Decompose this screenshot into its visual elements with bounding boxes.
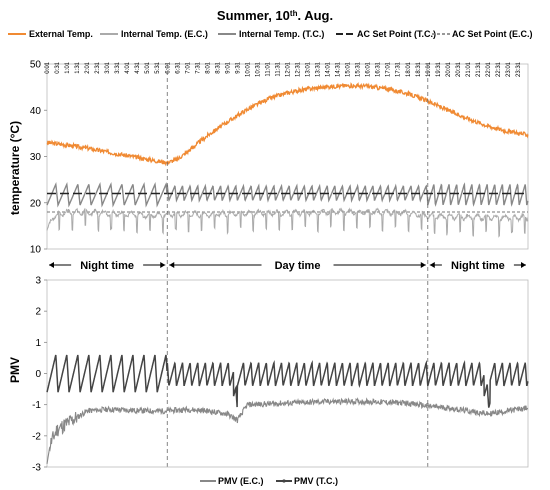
x-tick-label: 21:31: [476, 61, 482, 77]
x-tick-label: 22:31: [496, 61, 502, 77]
x-tick-label: 15:01: [346, 61, 352, 77]
x-tick-label: 3:31: [115, 61, 121, 73]
y-axis-label-temperature: temperature (°C): [8, 121, 22, 215]
legend-marker-pmv-tc: [282, 479, 286, 483]
x-tick-label: 6:31: [175, 61, 181, 73]
x-tick-label: 3:01: [105, 61, 111, 73]
x-tick-label: 4:01: [125, 61, 131, 73]
legend-label-pmv-tc: PMV (T.C.): [294, 476, 338, 486]
x-tick-label: 13:31: [316, 61, 322, 77]
legend-top: External Temp. Internal Temp. (E.C.) Int…: [8, 29, 533, 39]
legend-bottom: PMV (E.C.) PMV (T.C.): [200, 476, 338, 486]
x-tick-label: 19:31: [436, 61, 442, 77]
period-label-bg: [71, 257, 144, 273]
y-tick-label: 2: [35, 307, 41, 318]
legend-label-internal-ec: Internal Temp. (E.C.): [121, 29, 208, 39]
x-tick-label: 8:31: [215, 61, 221, 73]
x-tick-label: 4:31: [135, 61, 141, 73]
temperature-panel: 50 40 30 20 10 0:01 0:31 1:01 1:31 2:01 2:31 3:01 3:…: [30, 60, 529, 256]
x-tick-label: 21:01: [466, 61, 472, 77]
period-arrowhead-left: [169, 262, 175, 268]
y-tick-label: 1: [35, 338, 41, 349]
x-tick-label: 20:01: [446, 61, 452, 77]
x-tick-label: 22:01: [486, 61, 492, 77]
y-tick-label: 30: [30, 152, 42, 163]
series-line-pmv-ec: [46, 397, 528, 464]
x-tick-label: 23:31: [516, 61, 522, 77]
x-tick-label: 18:31: [416, 61, 422, 77]
period-arrowhead-right: [160, 262, 166, 268]
x-tick-label: 7:31: [195, 61, 201, 73]
x-tick-label: 15:31: [356, 61, 362, 77]
x-tick-label: 19:01: [426, 61, 432, 77]
y-tick-label: 20: [30, 198, 42, 209]
x-tick-label: 12:01: [286, 61, 292, 77]
series-line-external: [46, 81, 529, 167]
period-band: Night time Day time Night time: [49, 64, 526, 467]
legend-label-ac-tc: AC Set Point (T.C.): [357, 29, 436, 39]
x-tick-label: 18:01: [406, 61, 412, 77]
series-line-internal-tc: [46, 181, 529, 208]
pmv-plot-frame: [46, 279, 529, 468]
x-tick-label: 0:31: [55, 61, 61, 73]
y-tick-label: -3: [32, 463, 41, 474]
x-tick-label: 11:31: [275, 61, 281, 76]
x-tick-label: 23:01: [506, 61, 512, 77]
x-tick-label: 20:31: [456, 61, 462, 77]
legend-label-internal-tc: Internal Temp. (T.C.): [239, 29, 324, 39]
x-tick-label: 2:01: [85, 61, 91, 73]
period-label: Night time: [451, 260, 505, 272]
y-tick-label: 10: [30, 245, 42, 256]
x-tick-label: 11:01: [265, 61, 271, 76]
x-tick-label: 5:01: [145, 61, 151, 73]
x-tick-label: 2:31: [95, 61, 101, 73]
x-tick-label: 14:31: [336, 61, 342, 77]
x-tick-label: 8:01: [205, 61, 211, 73]
period-arrowhead-left: [49, 262, 54, 268]
period-arrowhead-left: [429, 262, 435, 268]
y-axis-label-pmv: PMV: [8, 357, 22, 383]
period-arrowhead-right: [521, 262, 526, 268]
legend-label-pmv-ec: PMV (E.C.): [218, 476, 264, 486]
x-tick-label: 13:01: [306, 61, 312, 77]
x-tick-label: 0:01: [45, 61, 51, 73]
x-tick-label: 14:01: [326, 61, 332, 77]
legend-label-ac-ec: AC Set Point (E.C.): [452, 29, 533, 39]
period-label-bg: [441, 257, 514, 273]
x-tick-label: 9:31: [235, 61, 241, 73]
x-tick-label: 1:01: [65, 61, 71, 73]
legend-label-external: External Temp.: [29, 29, 93, 39]
y-tick-label: 3: [35, 276, 41, 287]
y-tick-label: -2: [32, 431, 41, 442]
x-tick-label: 17:01: [386, 61, 392, 77]
series-line-pmv-tc: [46, 354, 529, 408]
x-tick-label: 5:31: [155, 61, 161, 73]
x-tick-label: 1:31: [75, 61, 81, 73]
period-label-bg: [261, 257, 334, 273]
chart-title: Summer, 10th. Aug.: [217, 8, 333, 23]
x-tick-label: 10:31: [255, 61, 261, 77]
y-tick-label: 50: [30, 60, 42, 71]
period-label: Day time: [275, 260, 321, 272]
x-tick-label: 12:31: [296, 61, 302, 77]
series-line-internal-ec: [46, 207, 529, 238]
y-tick-label: 0: [35, 369, 41, 380]
x-tick-label: 17:31: [396, 61, 402, 77]
x-tick-label: 6:01: [165, 61, 171, 73]
y-tick-label: -1: [32, 400, 41, 411]
x-tick-label: 16:31: [376, 61, 382, 77]
pmv-panel: 3 2 1 0 -1 -2 -3: [32, 276, 529, 474]
period-label: Night time: [80, 260, 134, 272]
x-tick-label: 16:01: [366, 61, 372, 77]
period-arrowhead-right: [420, 262, 426, 268]
y-tick-label: 40: [30, 106, 42, 117]
x-tick-label: 9:01: [225, 61, 231, 73]
x-tick-label: 7:01: [185, 61, 191, 73]
x-tick-label: 10:01: [245, 61, 251, 77]
